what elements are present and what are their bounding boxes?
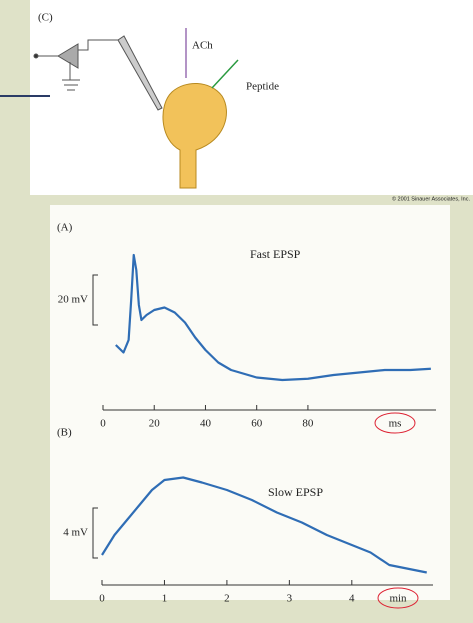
panel-label: (B) [57, 427, 72, 439]
amplifier [33, 35, 163, 111]
scale-bar [92, 274, 98, 326]
x-tick-label: 60 [251, 418, 263, 430]
x-tick-label: 40 [200, 418, 212, 430]
x-tick-label: 0 [99, 593, 105, 605]
peptide-arrow [211, 59, 239, 89]
x-tick-label: 80 [302, 418, 314, 430]
unit-highlight [377, 587, 419, 609]
scale-bar-label: 20 mV [58, 294, 88, 306]
ach-label: ACh [192, 40, 213, 52]
trace [115, 253, 431, 382]
neuron [162, 83, 227, 189]
credit: © 2001 Sinauer Associates, Inc. [392, 195, 471, 202]
panel-label: (C) [38, 12, 53, 24]
panel-label: (A) [57, 222, 73, 234]
chart-title: Slow EPSP [268, 485, 323, 499]
unit-highlight [374, 412, 416, 434]
panel-ab-bg [50, 205, 450, 600]
trace [101, 476, 427, 574]
scale-bar [92, 507, 98, 559]
x-tick-label: 20 [149, 418, 161, 430]
x-tick-label: 3 [287, 593, 293, 605]
peptide-label: Peptide [246, 81, 279, 93]
scale-bar-label: 4 mV [63, 527, 88, 539]
x-tick-label: 4 [349, 593, 355, 605]
panel-c-bg [30, 0, 473, 195]
x-unit: min [389, 593, 407, 605]
x-tick-label: 0 [100, 418, 106, 430]
chart-title: Fast EPSP [250, 247, 301, 261]
x-unit: ms [389, 418, 402, 430]
x-tick-label: 2 [224, 593, 230, 605]
x-tick-label: 1 [162, 593, 168, 605]
